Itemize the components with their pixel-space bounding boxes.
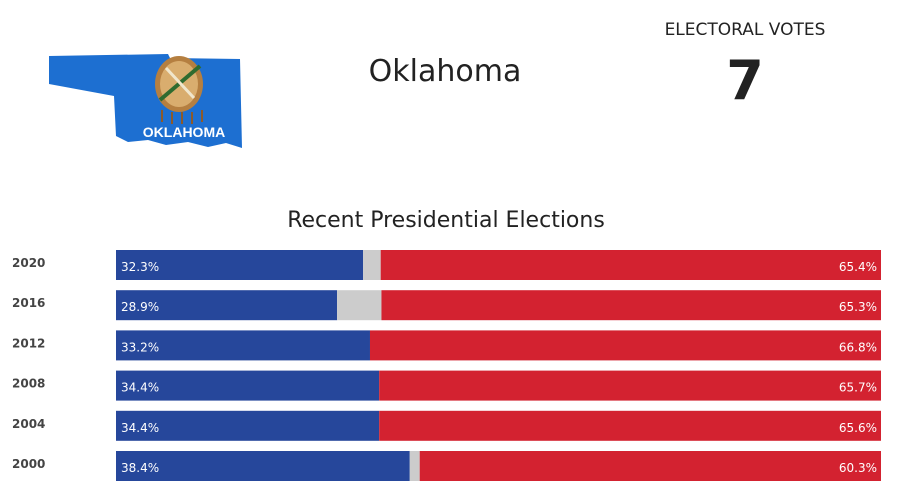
year-label-2000: 2000 [12,457,45,471]
bar-other-2000 [409,451,420,481]
bar-dem-2000 [116,451,410,481]
state-name: Oklahoma [368,54,522,89]
bar-label-dem-2012: 33.2% [121,340,159,354]
bar-label-dem-2004: 34.4% [121,421,159,435]
bar-label-rep-2000: 60.3% [839,461,877,475]
bar-rep-2000 [419,451,881,481]
bar-rep-2012 [369,330,881,361]
electoral-votes-label: ELECTORAL VOTES [664,20,826,40]
bar-dem-2016 [116,290,338,321]
bar-label-dem-2020: 32.3% [121,260,159,274]
bar-rep-2020 [380,250,881,280]
election-results-chart: 2020 32.3% 65.4% 2016 28.9% 65.3% 2012 33.2% 66.… [12,250,881,481]
year-label-2016: 2016 [12,296,45,310]
bar-label-dem-2016: 28.9% [121,300,159,314]
bar-rep-2016 [381,290,881,321]
bar-dem-2012 [116,330,370,361]
year-label-2020: 2020 [12,256,45,270]
state-map-label: OKLAHOMA [143,124,225,140]
year-label-2004: 2004 [12,417,45,431]
bar-label-rep-2008: 65.7% [839,381,877,395]
bar-label-dem-2008: 34.4% [121,381,159,395]
year-label-2008: 2008 [12,377,45,391]
bar-other-2016 [337,290,382,321]
bar-label-dem-2000: 38.4% [121,461,159,475]
oklahoma-state-map: OKLAHOMA [49,54,242,148]
electoral-votes-count: 7 [726,49,764,112]
bar-label-rep-2020: 65.4% [839,260,877,274]
bar-label-rep-2012: 66.8% [839,340,877,354]
bar-dem-2004 [116,410,380,441]
bar-label-rep-2016: 65.3% [839,300,877,314]
bar-rep-2008 [379,370,881,401]
osage-shield-emblem [155,56,203,124]
year-label-2012: 2012 [12,336,45,350]
bar-rep-2004 [379,410,881,441]
bar-label-rep-2004: 65.6% [839,421,877,435]
chart-title: Recent Presidential Elections [287,208,605,233]
bar-dem-2020 [116,250,364,280]
bar-other-2020 [363,250,381,280]
bar-dem-2008 [116,370,380,401]
